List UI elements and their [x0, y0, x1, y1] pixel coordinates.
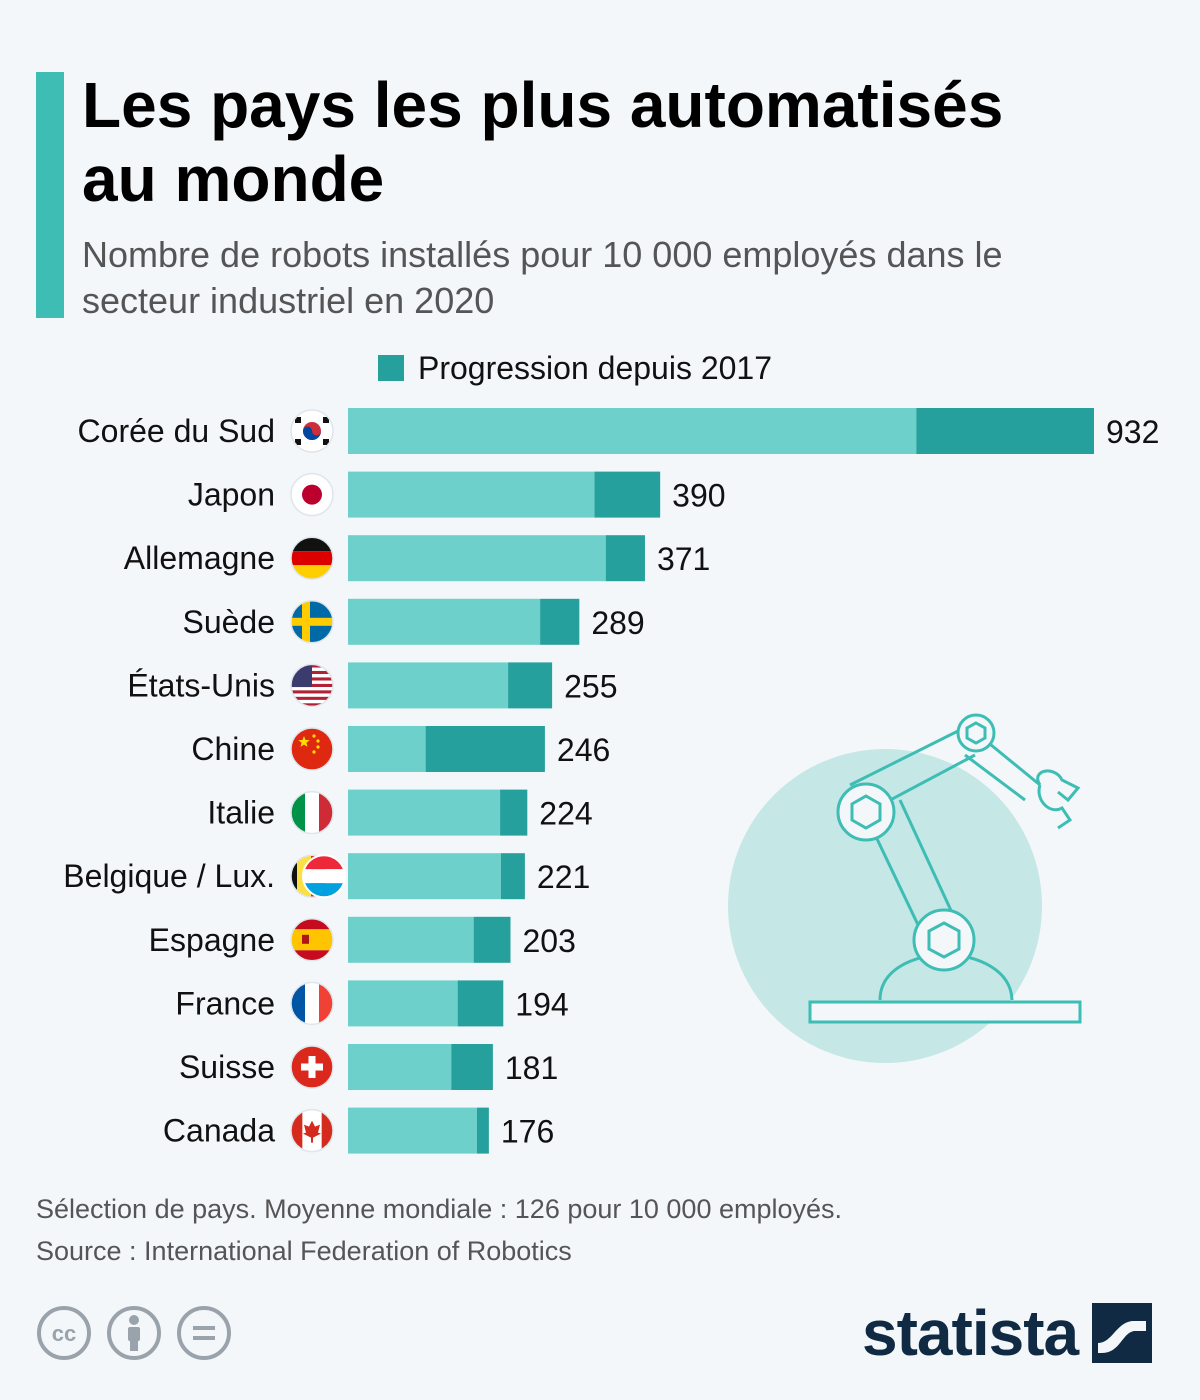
value-label: 932 — [1106, 414, 1159, 450]
bar-base — [348, 471, 595, 518]
chart-row: Espagne 203 — [149, 916, 576, 963]
sweden-flag-icon — [290, 600, 334, 644]
chart-row: Italie 224 — [207, 789, 593, 836]
chart-row: Allemagne 371 — [124, 535, 710, 582]
bar-base — [348, 598, 541, 645]
bar-progression — [540, 598, 580, 645]
chart-row: Suisse 181 — [179, 1044, 558, 1090]
bar-progression — [500, 789, 528, 836]
canada-flag-icon — [290, 1108, 334, 1153]
bar-progression — [457, 980, 504, 1027]
bar-base — [348, 980, 458, 1027]
bar-chart: Corée du Sud 932 Japon 390 Allemagne 371 Suède… — [63, 408, 1159, 1154]
bar-base — [348, 789, 501, 836]
category-label: Allemagne — [124, 540, 275, 576]
footnote-note: Sélection de pays. Moyenne mondiale : 12… — [36, 1194, 843, 1224]
brand-name: statista — [862, 1297, 1079, 1369]
bar-progression — [451, 1044, 493, 1090]
bar-progression — [473, 916, 511, 963]
italy-flag-icon — [290, 790, 334, 835]
belgium-luxembourg-flag-icon — [290, 854, 346, 899]
value-label: 221 — [537, 859, 590, 895]
bar-progression — [594, 471, 661, 518]
germany-flag-icon — [290, 536, 334, 580]
france-flag-icon — [290, 981, 334, 1026]
chart-row: Corée du Sud 932 — [78, 408, 1159, 454]
title-accent-bar — [36, 72, 64, 318]
value-label: 224 — [539, 796, 592, 832]
chart-legend: Progression depuis 2017 — [378, 348, 772, 388]
bar-base — [348, 408, 917, 454]
bar-progression — [425, 726, 545, 772]
legend-label: Progression depuis 2017 — [418, 349, 773, 386]
chart-row: États-Unis 255 — [127, 662, 618, 709]
footnote-source: Source : International Federation of Rob… — [36, 1236, 572, 1266]
value-label: 176 — [501, 1114, 554, 1150]
category-label: Suède — [182, 604, 275, 640]
bar-base — [348, 535, 606, 582]
category-label: Chine — [191, 731, 275, 767]
bar-progression — [508, 662, 553, 709]
category-label: France — [175, 985, 275, 1021]
value-label: 255 — [564, 668, 617, 704]
category-label: Corée du Sud — [78, 413, 275, 449]
chart-row: Chine 246 — [191, 726, 610, 772]
value-label: 289 — [591, 605, 644, 641]
bar-progression — [500, 853, 525, 900]
bar-base — [348, 726, 426, 772]
creative-commons-icon: cc — [37, 1306, 91, 1360]
footnote: Sélection de pays. Moyenne mondiale : 12… — [36, 1188, 842, 1272]
statista-logo-icon — [1092, 1303, 1153, 1363]
bar-base — [348, 1107, 477, 1154]
legend-swatch — [378, 355, 404, 381]
attribution-icon — [107, 1306, 161, 1360]
bar-base — [348, 853, 501, 900]
bar-progression — [476, 1107, 489, 1154]
bar-base — [348, 662, 509, 709]
bar-progression — [605, 535, 645, 582]
chart-row: Japon 390 — [188, 471, 726, 518]
category-label: Belgique / Lux. — [63, 858, 275, 894]
south-korea-flag-icon — [290, 409, 334, 453]
bar-base — [348, 916, 474, 963]
category-label: Japon — [188, 477, 275, 513]
value-label: 390 — [672, 478, 725, 514]
category-label: Espagne — [149, 922, 275, 958]
spain-flag-icon — [290, 918, 334, 962]
usa-flag-icon — [290, 663, 334, 708]
page-title: Les pays les plus automatisés au monde — [82, 69, 1004, 215]
chart-row: France 194 — [175, 980, 569, 1027]
robot-arm-icon — [728, 713, 1082, 1063]
svg-text:cc: cc — [52, 1321, 76, 1346]
value-label: 203 — [522, 923, 575, 959]
value-label: 371 — [657, 541, 710, 577]
chart-row: Suède 289 — [182, 598, 645, 645]
no-derivatives-icon — [177, 1306, 231, 1360]
category-label: Suisse — [179, 1049, 275, 1085]
value-label: 246 — [557, 732, 610, 768]
japan-flag-icon — [290, 472, 334, 517]
china-flag-icon — [290, 727, 334, 771]
bar-base — [348, 1044, 452, 1090]
value-label: 181 — [505, 1050, 558, 1086]
category-label: Canada — [163, 1113, 275, 1149]
statista-brand: statista — [862, 1296, 1153, 1370]
bar-progression — [916, 408, 1094, 454]
switzerland-flag-icon — [290, 1045, 334, 1089]
category-label: États-Unis — [127, 667, 275, 703]
value-label: 194 — [515, 986, 568, 1022]
chart-row: Canada 176 — [163, 1107, 554, 1154]
category-label: Italie — [207, 795, 275, 831]
chart-row: Belgique / Lux. 221 — [63, 853, 590, 900]
license-icons: cc — [36, 1305, 232, 1361]
page-subtitle: Nombre de robots installés pour 10 000 e… — [82, 234, 1003, 321]
